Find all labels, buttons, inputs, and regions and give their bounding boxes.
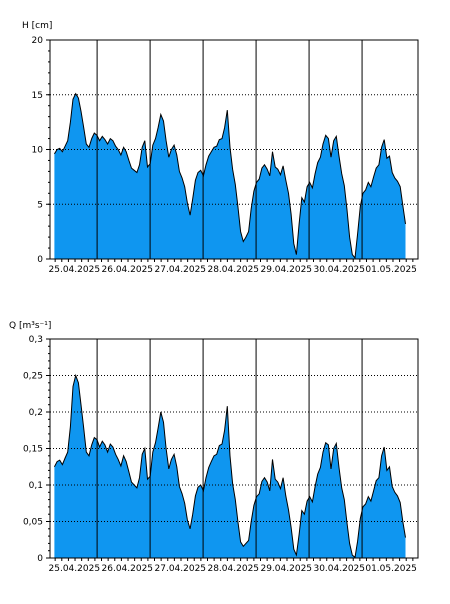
y-tick-label: 0 xyxy=(37,554,43,564)
y-tick-label: 0,1 xyxy=(29,481,43,491)
x-tick-label: 25.04.2025 xyxy=(49,265,101,275)
y-tick-label: 0,2 xyxy=(29,408,43,418)
plot-frame xyxy=(49,338,419,559)
chart-1: H [cm] 0 5 10 15 20 25.04.2025 26.04.2025 27.04.… xyxy=(22,21,419,275)
y-tick-label: 20 xyxy=(32,36,44,46)
chart-2: Q [m³s⁻¹] 0 0,05 0,1 0,15 0,2 0,25 0,3 25.04.202… xyxy=(9,321,419,574)
y-axis-label: Q [m³s⁻¹] xyxy=(9,321,51,331)
x-tick-label: 01.05.2025 xyxy=(365,265,417,275)
x-tick-label: 30.04.2025 xyxy=(313,564,365,574)
y-tick-label: 0,15 xyxy=(23,445,43,455)
x-tick-label: 28.04.2025 xyxy=(207,265,259,275)
area-fill xyxy=(54,93,406,259)
x-tick-label: 29.04.2025 xyxy=(260,564,312,574)
y-tick-label: 0 xyxy=(37,255,43,265)
x-tick-label: 26.04.2025 xyxy=(102,265,154,275)
x-tick-label: 29.04.2025 xyxy=(260,265,312,275)
x-tick-label: 27.04.2025 xyxy=(155,564,207,574)
area-fill xyxy=(54,375,406,558)
x-tick-label: 28.04.2025 xyxy=(207,564,259,574)
y-tick-label: 15 xyxy=(32,91,43,101)
y-tick-label: 10 xyxy=(32,146,44,156)
series-line xyxy=(53,373,406,559)
y-axis-label: H [cm] xyxy=(22,21,52,31)
x-tick-label: 25.04.2025 xyxy=(49,564,101,574)
x-tick-label: 01.05.2025 xyxy=(365,564,417,574)
x-tick-label: 30.04.2025 xyxy=(313,265,365,275)
y-tick-label: 0,05 xyxy=(23,518,43,528)
series-line xyxy=(53,92,406,260)
y-tick-label: 0,25 xyxy=(23,372,43,382)
x-tick-label: 27.04.2025 xyxy=(155,265,207,275)
y-tick-label: 5 xyxy=(37,200,43,210)
plot-frame xyxy=(49,39,419,260)
x-tick-label: 26.04.2025 xyxy=(102,564,154,574)
y-tick-label: 0,3 xyxy=(29,335,43,345)
